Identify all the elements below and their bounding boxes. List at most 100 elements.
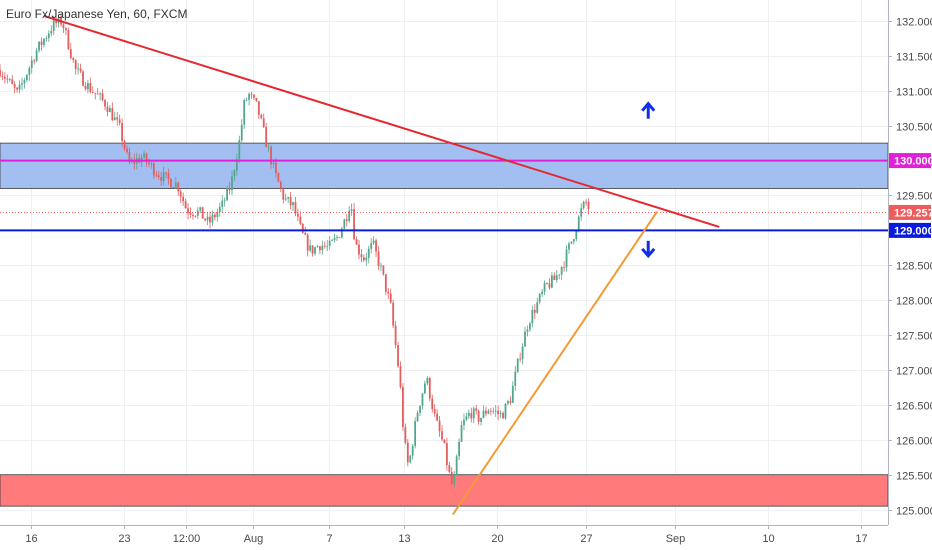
candle-body — [255, 97, 258, 102]
candle-body — [546, 283, 548, 284]
candle-body — [316, 246, 319, 248]
candle-body — [570, 241, 573, 244]
candle-body — [492, 410, 495, 412]
candle-body — [575, 230, 578, 240]
candle-body — [179, 191, 182, 197]
candle-body — [331, 239, 334, 241]
candle-body — [516, 358, 519, 372]
candle-body — [450, 471, 453, 484]
candle-body — [416, 412, 419, 422]
candle-body — [270, 147, 272, 165]
price-tag-129-bg — [889, 222, 931, 238]
arrow-up-icon — [641, 101, 656, 119]
candle-body — [143, 153, 145, 158]
candle-body — [170, 178, 172, 188]
candle-body — [13, 84, 16, 88]
candle-body — [536, 302, 539, 313]
candle-body — [431, 398, 434, 410]
candle-body — [157, 175, 160, 177]
candle-body — [11, 79, 14, 85]
candle-body — [438, 420, 441, 432]
candle-body — [394, 325, 397, 346]
candle-body — [111, 108, 114, 121]
candle-body — [265, 127, 268, 148]
candle-body — [233, 170, 236, 177]
candle-body — [372, 240, 375, 244]
resistance-zone — [0, 142, 889, 189]
candle-body — [74, 60, 77, 69]
y-tick-label: 129.500 — [896, 191, 932, 203]
arrow-down-icon — [641, 240, 656, 259]
candle-body — [541, 291, 544, 294]
candle-body — [409, 455, 412, 463]
candle-body — [189, 213, 192, 215]
candle-body — [240, 124, 243, 141]
y-tick-label: 125.000 — [896, 506, 932, 518]
candle-body — [504, 403, 507, 419]
candle-body — [218, 206, 221, 213]
price-axis[interactable]: 132.000 131.500 131.000 130.500 130.000 129.5… — [888, 17, 932, 518]
candle-body — [321, 245, 324, 251]
candle-body — [152, 163, 155, 176]
candle-body — [358, 244, 360, 255]
candle-body — [392, 302, 395, 326]
candle-body — [82, 71, 84, 86]
candle-body — [572, 239, 575, 242]
x-tick-label: 16 — [25, 533, 37, 545]
candle-body — [424, 383, 426, 394]
candle-body — [250, 93, 253, 95]
candle-body — [548, 283, 551, 288]
candle-body — [123, 141, 126, 149]
candle-body — [0, 69, 1, 77]
candle-body — [465, 416, 468, 420]
candle-body — [3, 76, 6, 79]
candle-body — [497, 410, 500, 415]
candle-body — [275, 162, 277, 173]
candle-body — [23, 80, 26, 84]
candle-body — [187, 208, 189, 214]
candle-body — [477, 410, 480, 422]
price-tag-last-label: 129.257 — [894, 207, 932, 219]
candle-body — [211, 214, 214, 223]
candle-body — [148, 162, 150, 165]
candle-body — [328, 240, 331, 246]
candle-body — [272, 162, 275, 165]
candle-body — [40, 41, 43, 45]
time-axis[interactable]: 16 23 12:00 Aug 7 13 20 27 Sep 10 17 — [25, 525, 868, 545]
candle-body — [543, 283, 546, 292]
candle-body — [580, 208, 583, 217]
candle-body — [365, 257, 368, 261]
drawing-overlays — [0, 15, 888, 516]
candle-body — [360, 254, 363, 258]
candle-body — [96, 93, 99, 95]
candle-body — [421, 393, 424, 406]
y-tick-label: 126.500 — [896, 401, 932, 413]
x-tick-label: Aug — [244, 533, 264, 545]
candle-body — [524, 331, 526, 347]
candle-body — [209, 216, 211, 223]
x-tick-label: Sep — [666, 533, 686, 545]
downtrend-line — [44, 15, 720, 228]
candle-body — [384, 274, 387, 292]
candles — [0, 13, 590, 488]
price-tag-129-label: 129.000 — [894, 225, 932, 237]
candle-body — [382, 265, 385, 275]
candle-body — [72, 58, 75, 61]
candle-body — [204, 218, 207, 221]
plot-background — [0, 0, 888, 525]
candle-body — [116, 117, 119, 120]
candle-body — [38, 41, 40, 51]
x-tick-label: 17 — [855, 533, 867, 545]
candle-body — [402, 387, 404, 428]
candle-body — [455, 456, 458, 476]
candle-body — [399, 366, 402, 388]
candle-body — [472, 408, 475, 419]
candle-body — [338, 237, 341, 239]
candle-body — [292, 202, 294, 206]
candle-body — [160, 176, 163, 181]
candle-body — [262, 118, 265, 128]
candle-body — [55, 19, 58, 24]
candle-body — [380, 265, 382, 267]
candle-body — [47, 33, 50, 38]
